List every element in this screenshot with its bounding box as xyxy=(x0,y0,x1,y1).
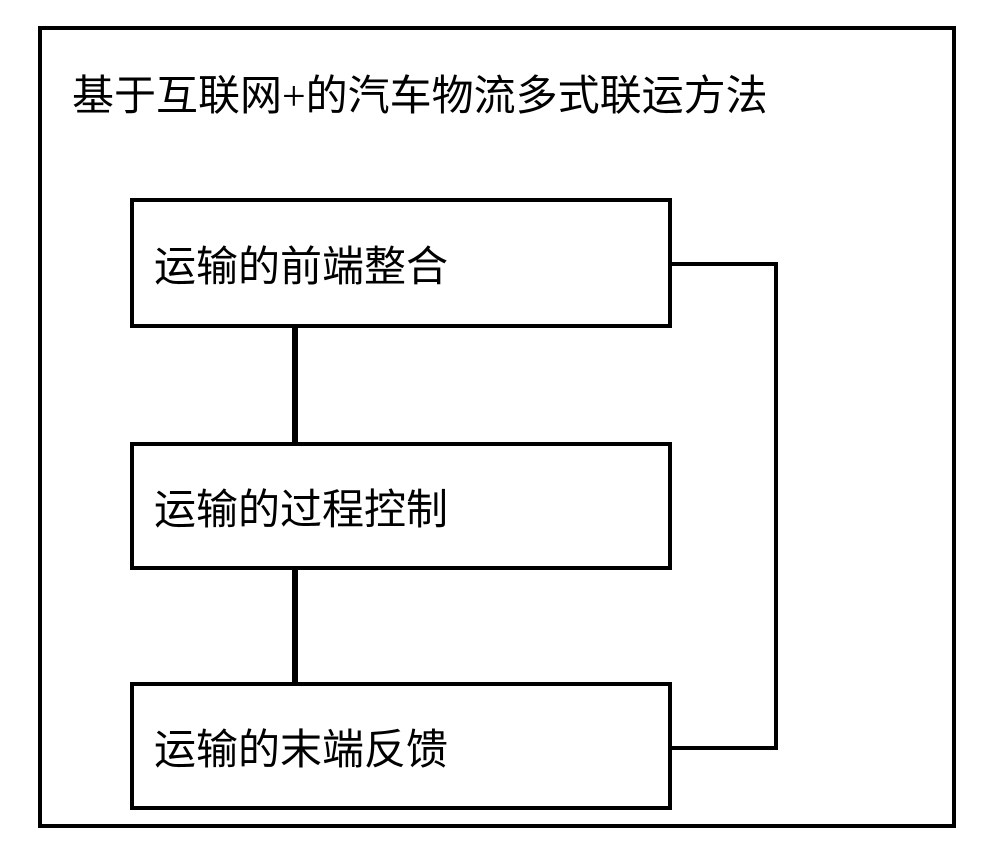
diagram-title: 基于互联网+的汽车物流多式联运方法 xyxy=(72,62,768,123)
box-label: 运输的末端反馈 xyxy=(154,716,448,777)
box-label: 运输的过程控制 xyxy=(154,476,448,537)
box-label: 运输的前端整合 xyxy=(154,233,448,294)
box-process-control: 运输的过程控制 xyxy=(130,442,672,570)
connector-h2 xyxy=(672,746,778,750)
box-end-feedback: 运输的末端反馈 xyxy=(130,682,672,810)
connector-v3 xyxy=(774,262,778,750)
connector-v1 xyxy=(292,328,298,442)
connector-v2 xyxy=(292,570,298,682)
connector-h1 xyxy=(672,262,778,266)
box-frontend-integration: 运输的前端整合 xyxy=(130,198,672,328)
